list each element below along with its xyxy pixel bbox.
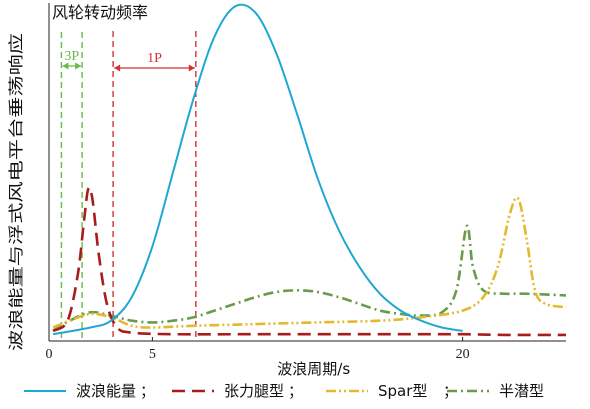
y-axis-label: 波浪能量与浮式风电平台垂荡响应 (7, 33, 25, 351)
x-tick-label: 20 (456, 347, 470, 362)
band-arrow-head (75, 62, 82, 70)
band-arrow-head (114, 64, 121, 72)
series-line (52, 186, 567, 337)
legend-separator: ； (288, 382, 303, 400)
legend-label: Spar型 (378, 382, 427, 400)
x-tick-label: 0 (46, 347, 53, 362)
x-axis-label: 波浪周期/s (277, 360, 350, 378)
x-tick-label: 5 (149, 347, 156, 362)
band-arrow-head (62, 62, 69, 70)
series-line (52, 196, 567, 329)
legend-label: 波浪能量 (76, 382, 136, 400)
legend-label: 半潜型 (499, 382, 544, 400)
series-line (52, 224, 567, 333)
band-label: 3P (64, 49, 79, 64)
legend-separator: ； (140, 382, 155, 400)
series-line (52, 3, 463, 336)
band-arrow-head (188, 64, 195, 72)
chart-title: 风轮转动频率 (52, 3, 148, 22)
legend-label: 张力腿型 (224, 382, 284, 400)
band-label: 1P (147, 51, 162, 66)
